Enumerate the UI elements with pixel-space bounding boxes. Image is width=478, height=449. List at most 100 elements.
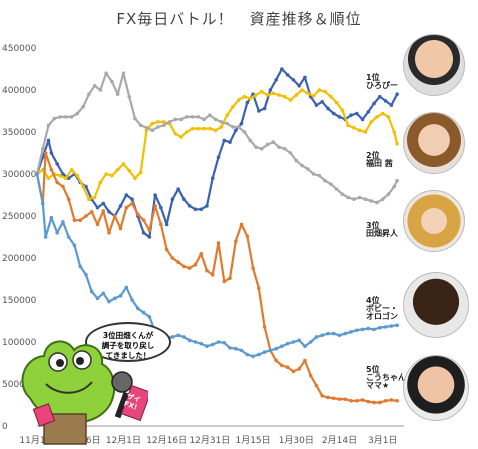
data-point-fukuda: [334, 100, 339, 105]
data-point-tabata: [121, 71, 126, 75]
data-point-kouchan: [43, 235, 48, 239]
data-point-tabata: [386, 192, 391, 196]
data-point-hiropi: [337, 115, 342, 119]
data-point-fukuda: [357, 128, 362, 133]
series-line-tabata: [35, 72, 399, 204]
data-point-fukuda: [306, 91, 310, 96]
data-point-kouchan: [274, 346, 278, 351]
data-point-bobby: [66, 197, 71, 201]
data-point-kouchan: [297, 338, 301, 343]
rank-label-line: オロゴン: [366, 311, 398, 321]
data-point-tabata: [115, 92, 120, 96]
data-point-bobby: [159, 222, 163, 227]
data-point-hiropi: [61, 172, 65, 176]
x-tick-label: 11月1日: [19, 435, 54, 446]
data-point-hiropi: [182, 197, 186, 201]
data-point-kouchan: [112, 296, 117, 301]
data-point-kouchan: [251, 354, 255, 359]
data-point-kouchan: [66, 235, 71, 239]
y-axis: 0 50000 100000 150000 200000 250000 300000 3500…: [2, 44, 404, 432]
data-point-bobby: [130, 201, 134, 206]
x-tick-label: 1月15日: [235, 435, 270, 446]
x-tick-label: 2月14日: [322, 435, 357, 446]
data-point-kouchan: [245, 352, 250, 357]
data-point-bobby: [297, 367, 301, 371]
data-point-tabata: [357, 195, 362, 200]
data-point-bobby: [395, 399, 399, 403]
y-tick-label: 0: [2, 422, 8, 432]
data-point-fukuda: [64, 176, 68, 180]
data-point-tabata: [311, 172, 316, 176]
data-point-fukuda: [317, 88, 322, 92]
data-point-bobby: [233, 239, 238, 243]
speech-bubble-text: 3位田畑くんが 調子を取り戻し てきました！: [101, 331, 155, 360]
data-point-tabata: [265, 142, 270, 147]
data-point-kouchan: [118, 294, 123, 298]
data-point-bobby: [314, 383, 319, 388]
data-point-kouchan: [268, 348, 273, 353]
data-point-tabata: [369, 199, 373, 203]
avatar-bobby-icon: [403, 272, 469, 338]
data-point-fukuda: [242, 94, 247, 99]
data-point-hiropi: [395, 92, 399, 96]
data-point-kouchan: [320, 333, 325, 338]
data-point-fukuda: [127, 168, 131, 173]
data-point-hiropi: [268, 88, 273, 92]
data-point-bobby: [107, 231, 111, 235]
data-point-hiropi: [372, 101, 376, 106]
data-point-tabata: [231, 125, 235, 129]
series-line-kouchan: [35, 173, 398, 358]
data-point-fukuda: [329, 94, 333, 99]
y-tick-label: 400000: [2, 86, 37, 96]
rank-label-line: 5位: [366, 364, 380, 374]
avatar-tabata-icon: [403, 190, 465, 252]
data-point-fukuda: [375, 115, 379, 119]
x-tick-label: 1月30日: [279, 435, 314, 446]
data-point-tabata: [202, 117, 206, 122]
data-point-kouchan: [349, 330, 353, 334]
data-point-hiropi: [354, 111, 359, 116]
data-point-tabata: [282, 147, 287, 151]
x-tick-label: 12月31日: [189, 435, 230, 446]
data-point-tabata: [380, 197, 385, 201]
data-point-kouchan: [55, 231, 59, 235]
data-point-bobby: [89, 210, 94, 214]
data-point-hiropi: [257, 109, 261, 113]
data-point-hiropi: [245, 100, 250, 105]
data-point-bobby: [257, 286, 261, 291]
data-point-tabata: [248, 138, 252, 143]
data-point-bobby: [228, 276, 232, 280]
data-point-tabata: [98, 88, 103, 92]
data-point-kouchan: [35, 172, 39, 176]
data-point-bobby: [187, 266, 192, 270]
data-point-fukuda: [185, 130, 189, 134]
data-point-fukuda: [259, 89, 264, 94]
data-point-tabata: [242, 130, 247, 134]
data-point-hiropi: [124, 193, 129, 197]
data-point-kouchan: [389, 324, 394, 328]
y-tick-label: 250000: [2, 212, 37, 222]
data-point-bobby: [141, 218, 146, 222]
data-point-kouchan: [95, 296, 100, 301]
data-point-hiropi: [360, 117, 365, 122]
data-point-fukuda: [58, 173, 62, 178]
data-point-bobby: [372, 400, 376, 405]
chart-title: FX毎日バトル！ 資産推移＆順位: [116, 10, 362, 28]
data-point-bobby: [291, 369, 296, 374]
data-point-kouchan: [360, 327, 365, 332]
data-point-bobby: [78, 218, 83, 222]
data-point-hiropi: [222, 138, 227, 143]
rank-label-line: ママ★: [366, 381, 389, 390]
data-point-bobby: [222, 279, 227, 284]
data-point-kouchan: [372, 327, 376, 332]
data-point-fukuda: [282, 94, 287, 99]
data-point-fukuda: [202, 126, 206, 131]
data-point-fukuda: [115, 168, 120, 172]
data-point-fukuda: [138, 170, 143, 175]
data-point-tabata: [46, 123, 51, 128]
data-point-fukuda: [190, 126, 195, 131]
data-point-hiropi: [118, 204, 123, 208]
data-point-bobby: [153, 204, 157, 208]
data-point-fukuda: [395, 141, 399, 146]
